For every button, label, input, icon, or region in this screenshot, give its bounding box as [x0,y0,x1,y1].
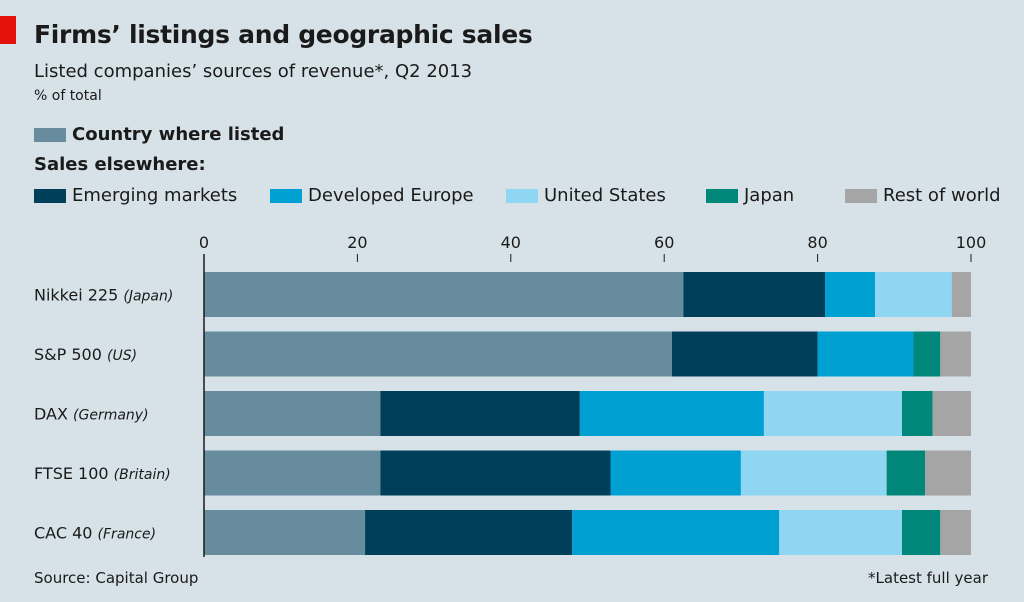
category-country: (France) [98,527,157,543]
bar-segment-rest [951,272,971,317]
bar-segment-us [779,510,902,555]
bar-segment-country [204,391,381,436]
bar-segment-japan [901,510,941,555]
category-country: (Britain) [114,467,171,483]
x-tick-label: 0 [199,233,209,252]
bar-segment-emerging [380,391,580,436]
bar-segment-country [204,331,672,377]
legend-swatch-emerging [34,188,66,203]
legend-label-japan: Japan [744,185,795,206]
x-tick-label: 80 [807,233,827,252]
unit-label: % of total [34,88,102,104]
bar-segment-us [740,450,887,496]
bar-segment-country [204,272,684,317]
x-tick-label: 40 [501,233,521,252]
bar-segment-us [763,391,902,436]
bar-segment-japan [913,331,941,377]
category-country: (US) [107,348,137,364]
legend-label-emerging: Emerging markets [72,185,238,206]
legend-label-europe: Developed Europe [308,185,474,206]
category-country: (Germany) [73,408,149,424]
chart-title: Firms’ listings and geographic sales [34,20,533,49]
bar-segment-europe [817,331,914,377]
legend-swatch-us [506,188,538,203]
category-label: DAX (Germany) [34,405,149,424]
bar-segment-rest [924,450,971,496]
legend-label-country: Country where listed [72,124,285,145]
category-label: FTSE 100 (Britain) [34,464,171,483]
category-label: CAC 40 (France) [34,524,156,543]
legend-japan: Japan [706,185,794,206]
brand-tab [0,16,16,44]
legend-europe: Developed Europe [270,185,474,206]
bar-segment-emerging [683,272,826,317]
category-name: DAX [34,405,73,424]
category-country: (Japan) [123,289,173,305]
bar-segment-europe [610,450,741,496]
category-label: S&P 500 (US) [34,345,137,364]
legend-else-title: Sales elsewhere: [34,154,206,175]
bar-segment-rest [940,331,971,377]
bar-segment-europe [572,510,780,555]
bar-segment-country [204,510,366,555]
bar-segment-rest [940,510,971,555]
bar-segment-us [875,272,952,317]
bar-segment-japan [901,391,933,436]
legend-swatch-rest [845,188,877,203]
legend-label-rest: Rest of world [883,185,1001,206]
legend-rest: Rest of world [845,185,1001,206]
x-tick-label: 100 [956,233,987,252]
bar-segment-europe [579,391,764,436]
source-note: Source: Capital Group [34,569,199,587]
bar-segment-rest [932,391,971,436]
x-tick-label: 20 [347,233,367,252]
legend-label-us: United States [544,185,666,206]
legend-swatch-country [34,127,66,142]
x-tick-label: 60 [654,233,674,252]
category-name: Nikkei 225 [34,286,123,305]
bar-segment-country [204,450,381,496]
bar-segment-japan [886,450,925,496]
legend-emerging: Emerging markets [34,185,237,206]
bar-segment-emerging [365,510,573,555]
legend-swatch-europe [270,188,302,203]
category-name: CAC 40 [34,524,98,543]
category-label: Nikkei 225 (Japan) [34,286,173,305]
bar-segment-emerging [380,450,611,496]
bar-segment-europe [825,272,876,317]
legend-us: United States [506,185,666,206]
legend-swatch-japan [706,188,738,203]
category-name: FTSE 100 [34,464,114,483]
footnote: *Latest full year [868,569,988,587]
legend-country: Country where listed [34,124,284,145]
chart-subtitle: Listed companies’ sources of revenue*, Q… [34,61,473,82]
bar-segment-emerging [671,331,818,377]
category-name: S&P 500 [34,345,107,364]
